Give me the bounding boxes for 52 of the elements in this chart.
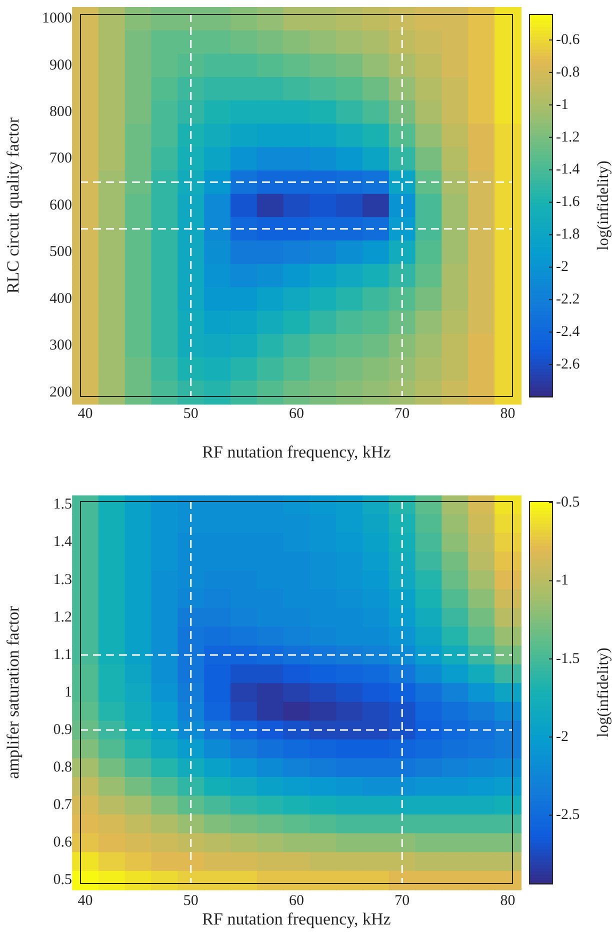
color-bar-label: -1.6	[556, 194, 580, 210]
x-axis-title: RF nutation frequency, kHz	[202, 442, 392, 462]
y-tick-label: 1.3	[53, 572, 72, 588]
y-tick-label: 900	[50, 57, 72, 74]
color-bar-label: -0.5	[556, 494, 580, 510]
y-tick-label: 1.4	[53, 534, 72, 550]
color-bar-label: -2.4	[556, 324, 580, 340]
color-bar-label: -1.8	[556, 226, 580, 243]
y-tick-label: 500	[50, 244, 72, 260]
x-tick-label: 80	[500, 406, 516, 422]
x-tick-label: 80	[500, 892, 516, 909]
x-tick-label: 40	[78, 406, 93, 422]
color-bar-label: -0.6	[556, 32, 580, 48]
color-bar-label: -1.2	[556, 129, 580, 146]
y-tick-label: 0.5	[53, 872, 72, 888]
y-tick-label: 800	[50, 104, 72, 120]
color-bar-label: -1	[556, 96, 568, 113]
y-tick-label: 0.6	[53, 834, 72, 851]
y-tick-label: 400	[50, 290, 72, 307]
x-tick-label: 40	[78, 892, 93, 909]
y-axis-title: RLC circuit quality factor	[4, 117, 23, 294]
y-tick-label: 1000	[42, 10, 72, 27]
y-tick-label: 600	[50, 197, 72, 214]
color-bar-label: -1.4	[556, 162, 580, 178]
y-tick-label: 1.1	[53, 646, 72, 663]
color-bar-label: -1.5	[556, 650, 580, 667]
y-tick-label: 1.2	[53, 609, 72, 626]
color-bar-label: -2.6	[556, 356, 580, 372]
y-tick-label: 0.7	[53, 797, 72, 814]
color-bar-label: -2.2	[556, 292, 580, 308]
y-tick-label: 0.8	[53, 760, 72, 776]
x-tick-label: 60	[289, 892, 304, 909]
color-bar-label: -2.5	[556, 807, 580, 824]
y-tick-label: 0.9	[53, 722, 72, 738]
x-tick-label: 50	[183, 406, 198, 422]
color-bar-label: -2	[556, 259, 568, 276]
x-tick-label: 70	[394, 406, 410, 422]
color-bar-label: -2	[556, 728, 568, 745]
color-bar-title: log(infidelity)	[595, 160, 612, 250]
y-tick-label: 1	[64, 684, 72, 700]
y-tick-label: 300	[50, 338, 72, 354]
color-bar-title: log(infidelity)	[595, 648, 612, 738]
color-bar-label: -0.8	[556, 64, 580, 80]
y-tick-label: 700	[50, 150, 72, 167]
x-tick-label: 60	[289, 406, 304, 422]
x-axis-title: RF nutation frequency, kHz	[202, 909, 392, 928]
color-bar-label: -1	[556, 572, 568, 589]
x-tick-label: 70	[394, 892, 410, 909]
y-tick-label: 1.5	[53, 496, 72, 513]
y-tick-label: 200	[50, 384, 72, 400]
x-tick-label: 50	[183, 892, 198, 909]
y-axis-title: amplifer saturation factor	[4, 606, 23, 779]
